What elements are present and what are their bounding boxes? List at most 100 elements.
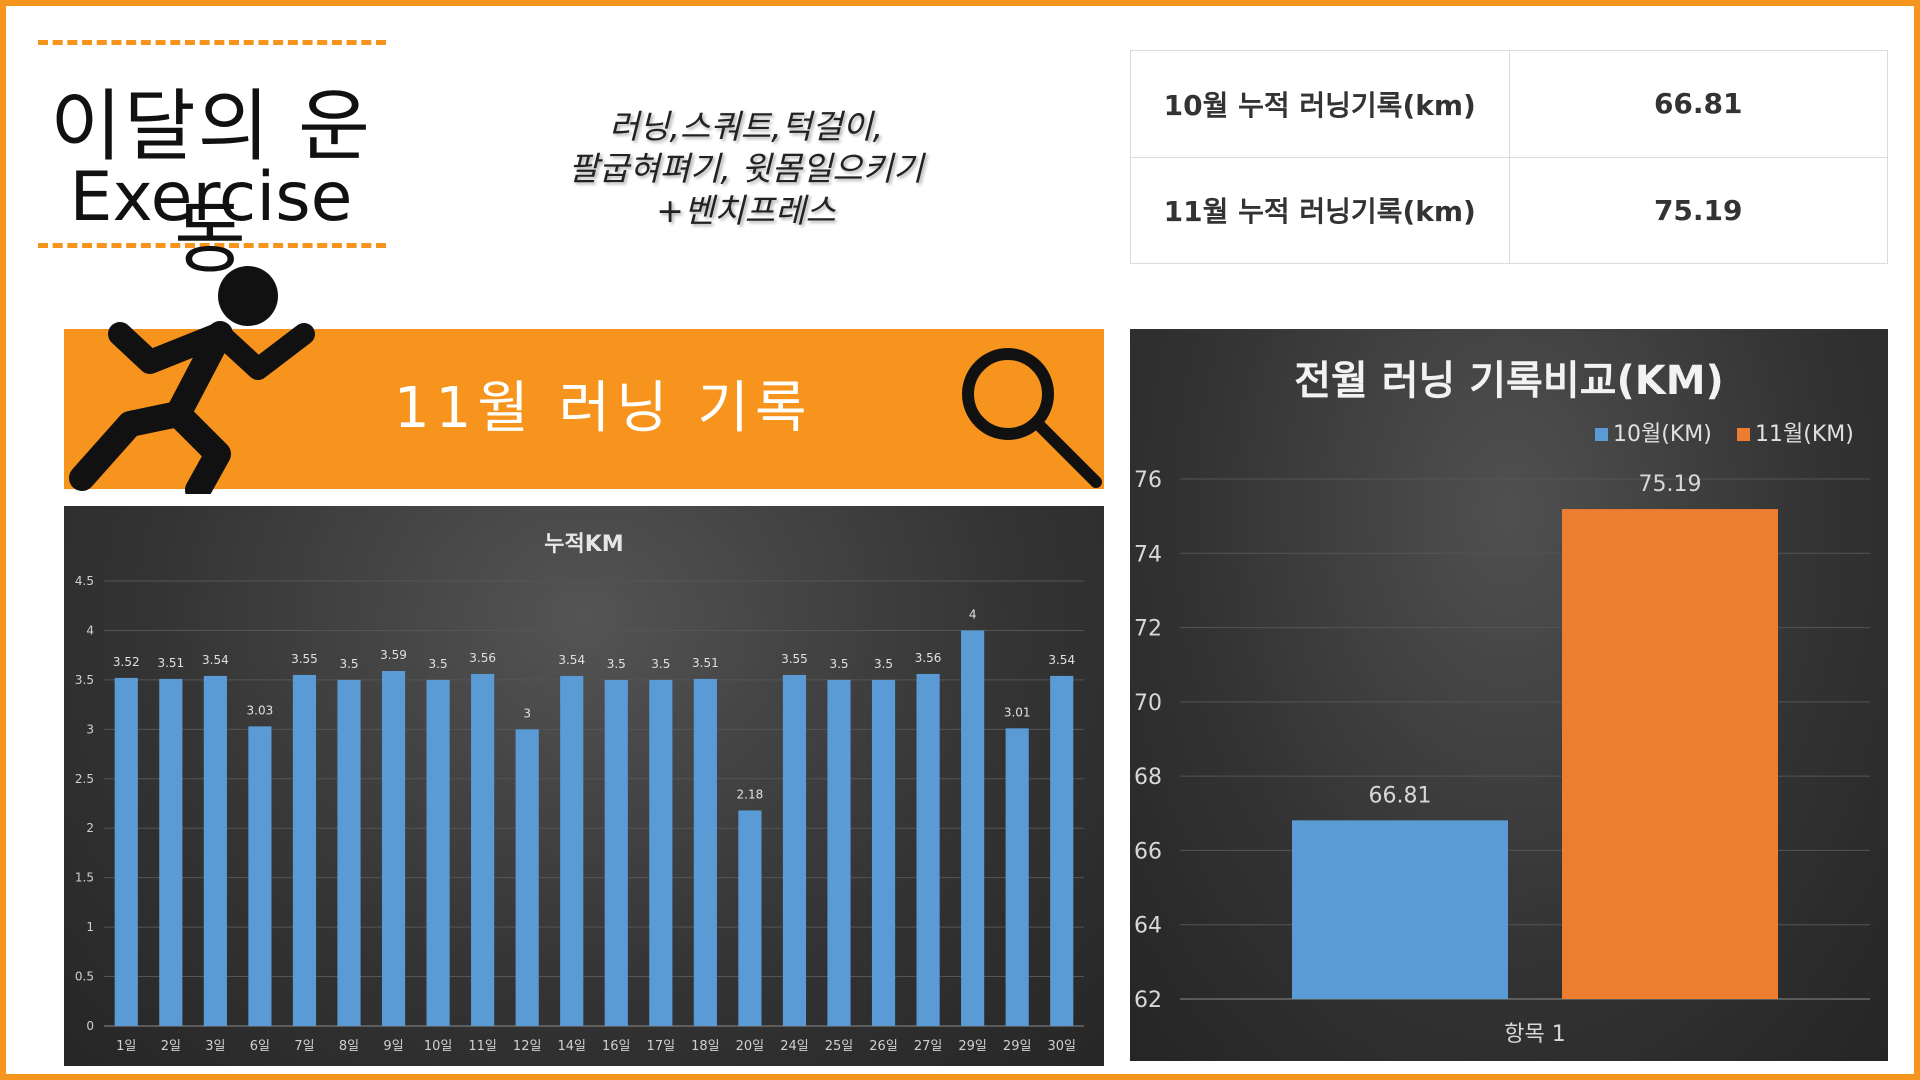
- bar: [871, 679, 896, 1026]
- bar: [203, 675, 227, 1026]
- data-label: 3.5: [829, 657, 848, 671]
- y-tick-label: 1: [86, 920, 94, 934]
- bar: [515, 729, 539, 1026]
- data-label: 3.54: [1048, 653, 1075, 667]
- legend-label: 10월(KM): [1613, 422, 1712, 447]
- data-label: 3.51: [157, 656, 184, 670]
- legend-swatch: [1595, 428, 1608, 441]
- data-label: 3.5: [339, 657, 358, 671]
- x-tick-label: 1일: [116, 1039, 136, 1054]
- bar: [916, 673, 940, 1026]
- exercise-line: +벤치프레스: [656, 191, 836, 230]
- table-row: 10월 누적 러닝기록(km) 66.81: [1130, 50, 1888, 158]
- data-label: 3.55: [291, 652, 318, 666]
- bar: [1292, 820, 1508, 999]
- data-label: 3.54: [558, 653, 585, 667]
- x-tick-label: 26일: [869, 1039, 898, 1054]
- table-cell-value: 75.19: [1508, 156, 1888, 264]
- data-label: 3.55: [781, 652, 808, 666]
- x-tick-label: 14일: [557, 1039, 586, 1054]
- summary-table: 10월 누적 러닝기록(km) 66.81 11월 누적 러닝기록(km) 75…: [1130, 50, 1888, 264]
- x-tick-label: 27일: [914, 1039, 943, 1054]
- data-label: 2.18: [737, 787, 764, 801]
- y-tick-label: 0.5: [75, 970, 94, 984]
- bar: [782, 674, 807, 1026]
- y-tick-label: 2.5: [75, 772, 94, 786]
- page-title: 이달의 운동: [50, 82, 372, 284]
- table-cell-label: 11월 누적 러닝기록(km): [1130, 156, 1510, 264]
- y-tick-label: 66: [1134, 839, 1162, 864]
- search-icon: [962, 348, 1102, 488]
- bar: [961, 630, 985, 1026]
- y-tick-label: 70: [1134, 691, 1162, 716]
- x-tick-label: 7일: [294, 1039, 314, 1054]
- data-label: 3.5: [874, 657, 893, 671]
- bar: [1562, 509, 1778, 999]
- bar: [471, 673, 495, 1026]
- x-tick-label: 9일: [383, 1039, 403, 1054]
- x-tick-label: 2일: [161, 1039, 181, 1054]
- table-cell-label: 10월 누적 러닝기록(km): [1130, 50, 1510, 158]
- bar: [292, 674, 317, 1026]
- chart-title: 전월 러닝 기록비교(KM): [1294, 358, 1724, 404]
- daily-running-chart-svg: 누적KM00.511.522.533.544.53.521일3.512일3.54…: [75, 532, 1084, 1054]
- data-label: 3.52: [113, 655, 140, 669]
- data-label: 3.51: [692, 656, 719, 670]
- data-label: 3.5: [651, 657, 670, 671]
- y-tick-label: 64: [1134, 914, 1162, 939]
- bar: [604, 679, 628, 1026]
- bar: [426, 679, 450, 1026]
- chart-title: 누적KM: [544, 532, 623, 557]
- top-dashed-rule: [38, 40, 386, 45]
- bar: [248, 726, 272, 1026]
- x-tick-label: 29일: [1003, 1039, 1032, 1054]
- banner-title: 11월 러닝 기록: [394, 376, 813, 441]
- data-label: 75.19: [1639, 472, 1702, 497]
- data-label: 66.81: [1369, 783, 1432, 808]
- x-tick-label: 10일: [424, 1039, 453, 1054]
- data-label: 3.01: [1004, 705, 1031, 719]
- x-tick-label: 6일: [250, 1039, 270, 1054]
- bar: [1050, 675, 1074, 1026]
- legend-label: 11월(KM): [1755, 422, 1854, 447]
- x-tick-label: 11일: [468, 1039, 497, 1054]
- data-label: 3: [523, 706, 531, 720]
- data-label: 4: [969, 607, 977, 621]
- data-label: 3.5: [429, 657, 448, 671]
- x-tick-label: 항목 1: [1504, 1022, 1565, 1047]
- y-tick-label: 76: [1134, 468, 1162, 493]
- bar: [693, 678, 717, 1026]
- page-subtitle: Exercise: [69, 158, 353, 237]
- x-tick-label: 25일: [825, 1039, 854, 1054]
- bottom-dashed-rule: [38, 243, 386, 248]
- x-tick-label: 18일: [691, 1039, 720, 1054]
- x-tick-label: 29일: [958, 1039, 987, 1054]
- y-tick-label: 68: [1134, 765, 1162, 790]
- bar: [738, 810, 762, 1026]
- exercise-line: 러닝,스쿼트,턱걸이,: [608, 107, 884, 146]
- x-tick-label: 30일: [1047, 1039, 1076, 1054]
- y-tick-label: 0: [86, 1019, 94, 1033]
- bar: [337, 679, 361, 1026]
- x-tick-label: 16일: [602, 1039, 631, 1054]
- data-label: 3.56: [469, 651, 496, 665]
- y-tick-label: 3: [86, 722, 94, 736]
- table-cell-value: 66.81: [1508, 50, 1888, 158]
- y-tick-label: 62: [1134, 988, 1162, 1013]
- y-tick-label: 4: [86, 623, 94, 637]
- bar: [1005, 728, 1029, 1026]
- y-tick-label: 4.5: [75, 574, 94, 588]
- x-tick-label: 20일: [736, 1039, 765, 1054]
- bar: [159, 678, 183, 1026]
- bar: [381, 670, 406, 1026]
- y-tick-label: 74: [1134, 542, 1162, 567]
- data-label: 3.03: [247, 703, 274, 717]
- daily-running-chart: 누적KM 0 0.5 1 1.5 2 2.5 3 3.5 4 4.5 3.52 1일 3.51 2일 3.54…: [64, 506, 1104, 1066]
- monthly-comparison-chart: 전월 러닝 기록비교(KM) 10월(KM) 11월(KM) 62 64 66 68 70 72…: [1130, 329, 1888, 1061]
- bar: [560, 675, 584, 1026]
- data-label: 3.56: [915, 651, 942, 665]
- x-tick-label: 12일: [513, 1039, 542, 1054]
- legend-swatch: [1737, 428, 1750, 441]
- runner-icon: [69, 266, 315, 494]
